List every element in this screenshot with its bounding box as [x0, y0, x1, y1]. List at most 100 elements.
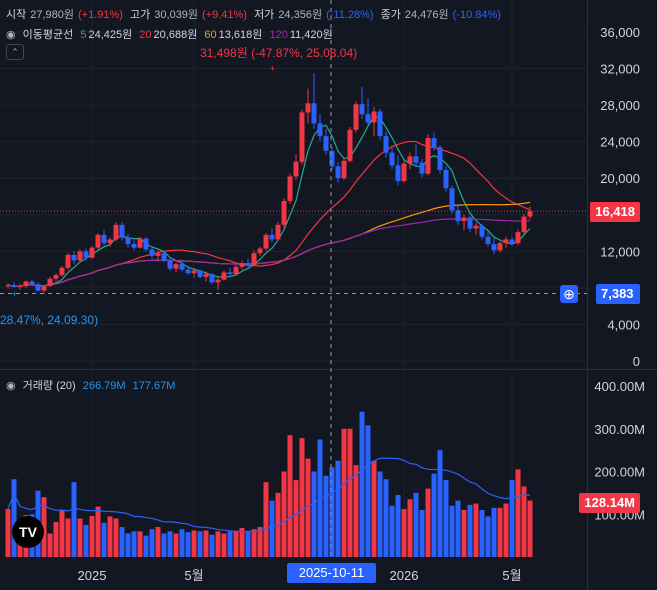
- volume-bar: [383, 479, 389, 557]
- volume-bar: [239, 527, 245, 557]
- candle-body: [383, 136, 389, 153]
- candle-body: [71, 254, 77, 261]
- candle-body: [371, 111, 377, 123]
- candle-body: [329, 150, 335, 167]
- ma-legend[interactable]: ◉ 이동평균선 5 24,425원 20 20,688원 60 13,618원 120…: [6, 26, 337, 42]
- volume-bar: [263, 482, 269, 557]
- volume-bar: [317, 439, 323, 557]
- volume-tick-label: 200.00M: [594, 465, 645, 480]
- volume-bar: [503, 503, 509, 557]
- candle: [143, 236, 149, 252]
- candle: [497, 241, 503, 253]
- candle: [239, 260, 245, 270]
- candle-body: [377, 111, 383, 137]
- tv-logo-icon: TV: [19, 524, 37, 540]
- candle-body: [335, 166, 341, 179]
- volume-bar: [485, 516, 491, 557]
- collapse-legend-button[interactable]: ⌃: [6, 44, 24, 60]
- time-tick-label: 5월: [184, 568, 203, 583]
- candle-body: [461, 217, 467, 222]
- candle: [137, 236, 143, 249]
- volume-bar: [515, 469, 521, 557]
- ohlc-legend: 시작 27,980원 (+1.91%) 고가 30,039원 (+9.41%) 저가 24…: [6, 6, 505, 22]
- candle: [221, 270, 227, 281]
- volume-legend[interactable]: ◉ 거래량 (20) 266.79M 177.67M: [6, 377, 179, 393]
- volume-title: 거래량 (20): [22, 380, 76, 392]
- time-tick-label: 2025: [78, 568, 107, 583]
- candle: [263, 233, 269, 251]
- high-value: 30,039원: [154, 9, 199, 21]
- candle: [305, 88, 311, 124]
- volume-bar: [209, 534, 215, 557]
- candle-body: [47, 278, 53, 287]
- ma-title: 이동평균선: [22, 29, 74, 41]
- grid: [0, 0, 587, 560]
- candle-body: [23, 281, 29, 287]
- volume-bar: [233, 530, 239, 557]
- candle-body: [119, 224, 125, 238]
- candle-body: [77, 251, 83, 261]
- open-change: (+1.91%): [78, 9, 123, 21]
- candle: [149, 245, 155, 259]
- candle: [23, 280, 29, 288]
- candle: [281, 198, 287, 228]
- volume-value-1: 266.79M: [82, 380, 126, 392]
- candle-body: [227, 272, 233, 275]
- low-marker: +: [12, 289, 17, 299]
- volume-bar: [161, 533, 167, 557]
- candle-body: [497, 243, 503, 251]
- candle: [5, 283, 11, 289]
- eye-icon[interactable]: ◉: [6, 29, 16, 41]
- ma120-period: 120: [269, 29, 288, 41]
- price-tick-label: 32,000: [600, 62, 640, 77]
- volume-bar: [59, 509, 65, 557]
- volume-bar: [227, 531, 233, 557]
- candle: [527, 206, 533, 220]
- volume-bar: [95, 506, 101, 557]
- candle: [437, 145, 443, 174]
- candle: [35, 282, 41, 292]
- candle: [425, 134, 431, 176]
- candle: [11, 282, 17, 288]
- candle: [113, 222, 119, 242]
- volume-bar: [269, 500, 275, 557]
- candle-body: [401, 163, 407, 181]
- add-alert-button[interactable]: ⊕: [560, 285, 578, 303]
- eye-icon[interactable]: ◉: [6, 380, 16, 392]
- candle-body: [143, 238, 149, 250]
- tradingview-logo[interactable]: TV: [12, 516, 44, 548]
- volume-tick-label: 400.00M: [594, 379, 645, 394]
- candle-body: [287, 176, 293, 202]
- volume-bar: [299, 438, 305, 557]
- volume-bar: [107, 516, 113, 557]
- ma5-period: 5: [80, 29, 87, 41]
- time-tick-label: 5월: [502, 568, 521, 583]
- ma20-value: 20,688원: [153, 29, 198, 41]
- volume-bar: [101, 522, 107, 557]
- candle: [29, 279, 35, 287]
- volume-bar: [257, 527, 263, 557]
- candle: [455, 203, 461, 225]
- candle: [185, 265, 191, 276]
- candle: [47, 276, 53, 287]
- close-change: (-10.84%): [452, 9, 501, 21]
- volume-bar: [347, 428, 353, 557]
- candle: [317, 114, 323, 141]
- candle-body: [395, 165, 401, 181]
- candle-body: [83, 251, 89, 258]
- candle-body: [449, 188, 455, 211]
- candle: [335, 161, 341, 183]
- candle: [485, 231, 491, 247]
- volume-bar: [365, 425, 371, 557]
- ma120-value: 11,420원: [289, 29, 333, 41]
- volume-bar: [341, 428, 347, 557]
- candle-body: [299, 112, 305, 162]
- volume-bar: [449, 505, 455, 557]
- candle-body: [233, 266, 239, 275]
- volume-bar: [11, 479, 17, 557]
- moving-average-lines: [7, 115, 531, 287]
- candle: [473, 223, 479, 235]
- volume-tick-label: 300.00M: [594, 422, 645, 437]
- volume-bar: [323, 475, 329, 557]
